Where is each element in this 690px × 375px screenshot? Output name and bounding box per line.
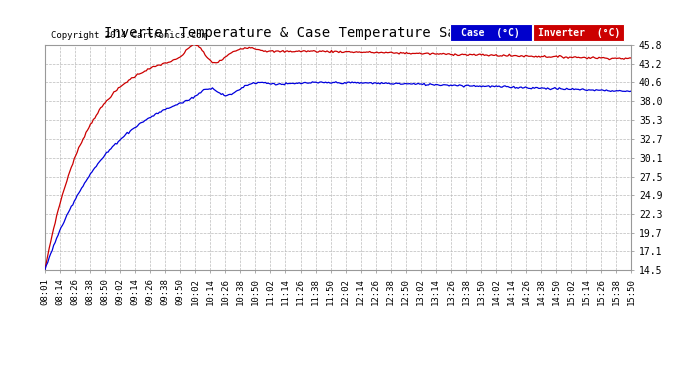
Text: Copyright 2014 Cartronics.com: Copyright 2014 Cartronics.com (51, 32, 206, 40)
Title: Inverter Temperature & Case Temperature Sat Dec 27 15:58: Inverter Temperature & Case Temperature … (104, 26, 573, 40)
FancyBboxPatch shape (450, 24, 531, 41)
Text: Case  (°C): Case (°C) (461, 28, 520, 38)
Text: Inverter  (°C): Inverter (°C) (538, 28, 620, 38)
FancyBboxPatch shape (533, 24, 624, 41)
